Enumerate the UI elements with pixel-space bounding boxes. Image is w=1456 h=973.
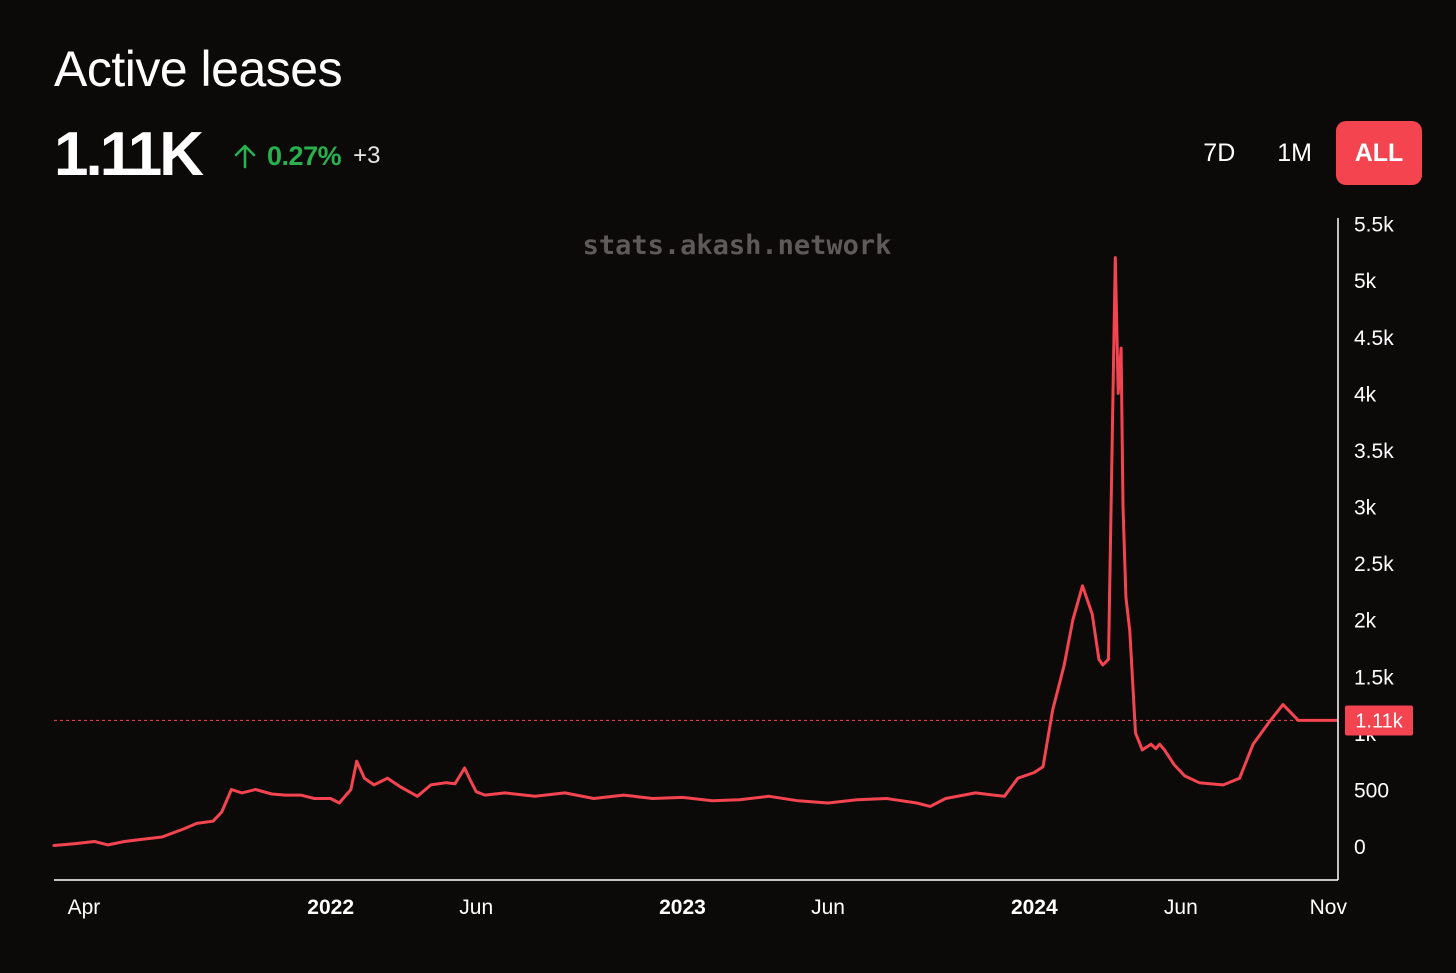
y-tick-label: 0 [1354,836,1366,859]
x-tick-label: Jun [811,896,845,919]
change-percent: 0.27% [267,140,342,171]
x-tick-label: 2024 [1011,896,1058,919]
y-tick-label: 3.5k [1354,440,1394,463]
y-tick-label: 2.5k [1354,553,1394,576]
x-tick-label: Jun [1164,896,1198,919]
y-tick-label: 1.5k [1354,666,1394,689]
arrow-up-icon [234,144,256,169]
y-tick-label: 3k [1354,497,1377,520]
chart-title: Active leases [54,41,343,97]
stat-row: 1.11K 0.27% +3 [54,118,380,190]
current-value-badge [1345,705,1413,736]
y-tick-label: 5k [1354,270,1377,293]
y-tick-label: 4k [1354,383,1377,406]
x-tick-label: Nov [1310,896,1348,919]
series-line-0 [52,256,1338,847]
y-tick-label: 2k [1354,610,1377,633]
time-range-selector: 7D 1M ALL [1179,121,1422,185]
range-button-7d[interactable]: 7D [1203,138,1236,167]
current-value-badge-label: 1.11k [1355,710,1403,732]
current-value: 1.11K [54,119,204,189]
range-button-1m[interactable]: 1M [1277,138,1312,167]
change-indicator: 0.27% +3 [231,141,380,172]
y-tick-label: 5.5k [1354,214,1394,237]
x-tick-label: 2023 [659,896,706,919]
y-tick-label: 4.5k [1354,327,1394,350]
range-button-all[interactable]: ALL [1336,121,1422,185]
x-tick-label: Jun [459,896,493,919]
x-tick-label: Apr [68,896,101,919]
y-tick-label: 500 [1354,779,1389,802]
change-absolute: +3 [353,142,381,169]
watermark: stats.akash.network [583,230,892,261]
x-tick-label: 2022 [307,896,354,919]
